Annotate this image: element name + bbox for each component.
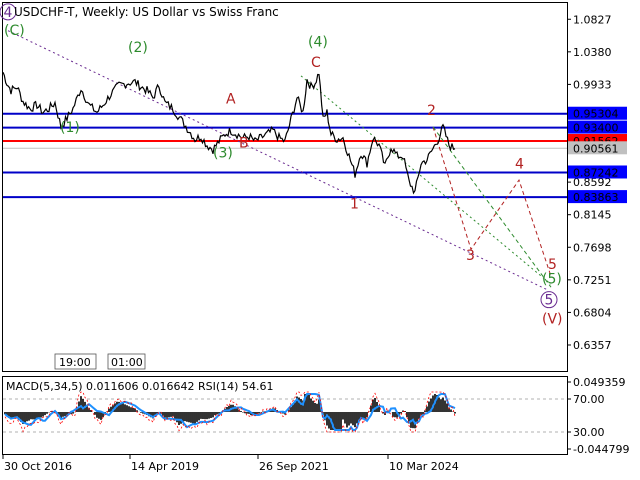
level-tag-0-bg <box>568 106 627 120</box>
wave-label-5: A <box>226 92 236 108</box>
level-tag-3-bg <box>568 165 627 179</box>
y-tick-label-2: 0.9933 <box>573 78 612 91</box>
wave-label-6: B <box>239 135 249 151</box>
y-tick-label-7: 0.6804 <box>573 306 612 319</box>
y-tick-label-5: 0.7698 <box>573 241 612 254</box>
main-plot-frame <box>2 2 568 372</box>
wave-label-4: (3) <box>213 145 233 161</box>
macd-signal-line <box>4 393 456 431</box>
wave-label-1: (C) <box>4 23 25 39</box>
level-tag-1-text: 0.93400 <box>573 122 619 135</box>
wave-label-9: 1 <box>350 196 359 212</box>
wave-label-0: 4 <box>4 5 13 21</box>
wave-label-7: (4) <box>308 35 328 51</box>
y-tick-label-1: 1.0380 <box>573 46 612 59</box>
y-tick-label-8: 0.6357 <box>573 339 612 352</box>
wave-label-2: (1) <box>60 120 80 136</box>
channel-line-1 <box>300 75 552 285</box>
time-marker-2-label: 01:00 <box>111 356 143 369</box>
wave-label-12: 4 <box>515 156 524 172</box>
wave-label-10: 2 <box>427 103 436 119</box>
price-line <box>2 72 456 195</box>
price-series <box>2 72 456 195</box>
wave-circle-0 <box>0 3 17 21</box>
y-tick-label-4: 0.8145 <box>573 209 612 222</box>
y-tick-label-3: 0.8592 <box>573 176 612 189</box>
level-tag-4-text: 0.83863 <box>573 191 619 204</box>
wave-label-15: 5 <box>545 293 554 309</box>
current-price-tag-bg <box>568 141 627 155</box>
x-tick-label-3: 10 Mar 2024 <box>389 460 459 473</box>
wave-label-3: (2) <box>128 40 148 56</box>
wave-label-16: (V) <box>542 312 563 328</box>
wave-circle-15 <box>540 291 558 309</box>
time-axis: 30 Oct 2016 14 Apr 2019 26 Sep 2021 10 Mar … <box>2 455 459 473</box>
ind-tick-label-2: 30.00 <box>573 426 605 439</box>
x-tick-label-0: 30 Oct 2016 <box>4 460 72 473</box>
indicator-frame <box>2 376 568 455</box>
time-marker-1-label: 19:00 <box>59 356 91 369</box>
price-tags: 0.953040.934000.915620.872420.838630.905… <box>568 106 627 204</box>
wave-label-8: C <box>311 55 321 71</box>
x-tick-label-1: 14 Apr 2019 <box>131 460 199 473</box>
price-levels <box>3 112 567 199</box>
level-tag-0-text: 0.95304 <box>573 108 619 121</box>
ind-tick-label-3: -0.044799 <box>573 443 629 456</box>
y-tick-label-6: 0.7251 <box>573 274 612 287</box>
ind-tick-label-1: 70.00 <box>573 393 605 406</box>
chart-title: USDCHF-T, Weekly: US Dollar vs Swiss Fra… <box>14 5 279 19</box>
indicator-label: MACD(5,34,5) 0.011606 0.016642 RSI(14) 5… <box>6 380 273 393</box>
time-marker-1: 19:00 <box>54 353 97 370</box>
wave-label-13: 5 <box>548 257 557 273</box>
current-price-tag-text: 0.90561 <box>573 142 619 155</box>
level-tag-3-text: 0.87242 <box>573 166 619 179</box>
indicator-plot: 0.049359 70.00 30.00 -0.044799 <box>3 376 629 456</box>
wave-label-14: (5) <box>542 272 562 288</box>
time-marker-2: 01:00 <box>107 353 146 370</box>
forecast-main-path <box>432 126 552 277</box>
y-tick-label-0: 1.0827 <box>573 13 612 26</box>
x-tick-label-2: 26 Sep 2021 <box>259 460 329 473</box>
wave-label-11: 3 <box>466 248 475 264</box>
wave-lines <box>7 30 552 291</box>
forecast-alt-path <box>432 126 552 288</box>
price-axis: 1.0827 1.0380 0.9933 0.8592 0.8145 0.7698 0.72… <box>567 13 612 352</box>
level-tag-4-bg <box>568 190 627 204</box>
level-tag-1-bg <box>568 120 627 134</box>
ind-tick-label-0: 0.049359 <box>573 376 626 389</box>
